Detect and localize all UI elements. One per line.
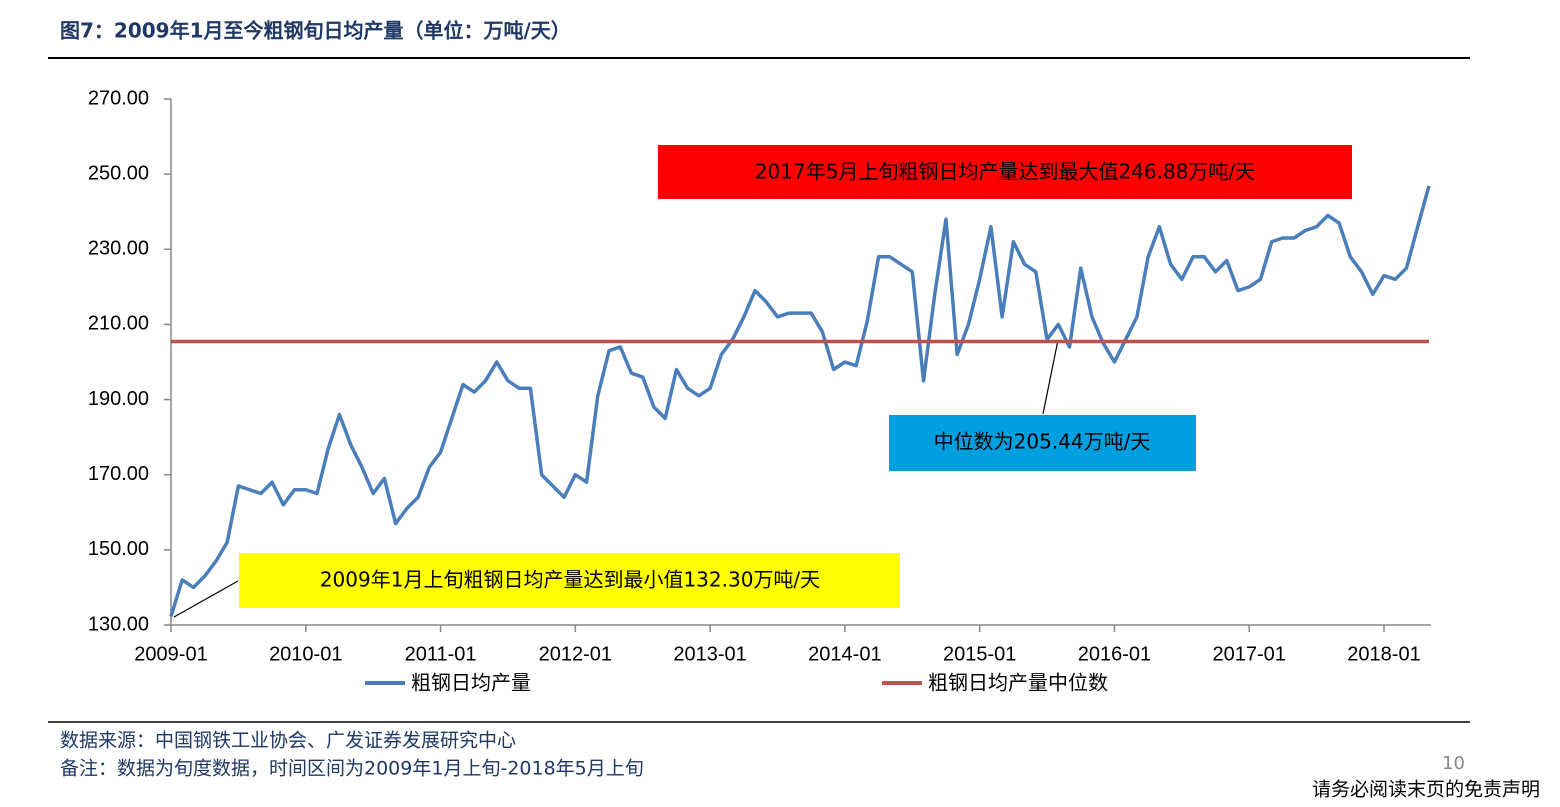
y-tick-label: 190.00 bbox=[88, 388, 149, 410]
x-tick-label: 2016-01 bbox=[1078, 643, 1151, 665]
annotation: 2017年5月上旬粗钢日均产量达到最大值246.88万吨/天 bbox=[755, 160, 1255, 184]
source: 数据来源：中国钢铁工业协会、广发证券发展研究中心 bbox=[60, 730, 516, 752]
leader bbox=[173, 580, 239, 618]
x-tick-label: 2013-01 bbox=[673, 643, 746, 665]
min-box bbox=[239, 553, 900, 608]
y-tick-label: 130.00 bbox=[88, 613, 149, 635]
leader bbox=[1042, 339, 1059, 415]
x-tick-label: 2011-01 bbox=[405, 643, 477, 665]
chart-title: 图7：2009年1月至今粗钢旬日均产量（单位：万吨/天） bbox=[60, 19, 571, 43]
x-tick-label: 2014-01 bbox=[808, 643, 881, 665]
x-tick-label: 2018-01 bbox=[1347, 643, 1420, 665]
y-tick-label: 250.00 bbox=[88, 162, 149, 184]
disclaimer: 请务必阅读末页的免责声明 bbox=[1312, 779, 1540, 801]
page-number: 10 bbox=[1442, 753, 1465, 774]
x-tick-label: 2010-01 bbox=[269, 643, 342, 665]
x-tick-label: 2017-01 bbox=[1213, 643, 1286, 665]
series-line bbox=[169, 185, 1431, 617]
median-box bbox=[889, 415, 1196, 471]
y-tick-label: 230.00 bbox=[88, 238, 149, 260]
note: 备注：数据为旬度数据，时间区间为2009年1月上旬-2018年5月上旬 bbox=[60, 758, 644, 780]
y-tick-label: 270.00 bbox=[88, 87, 149, 109]
x-tick-label: 2012-01 bbox=[539, 643, 612, 665]
y-tick-label: 170.00 bbox=[88, 463, 149, 485]
max-box bbox=[658, 145, 1352, 199]
legend-label: 粗钢日均产量 bbox=[411, 671, 531, 695]
annotation: 2009年1月上旬粗钢日均产量达到最小值132.30万吨/天 bbox=[320, 568, 820, 592]
y-tick-label: 150.00 bbox=[88, 538, 149, 560]
annotation: 中位数为205.44万吨/天 bbox=[934, 430, 1151, 454]
x-tick-label: 2015-01 bbox=[943, 643, 1016, 665]
x-tick-label: 2009-01 bbox=[134, 643, 207, 665]
legend-label: 粗钢日均产量中位数 bbox=[928, 671, 1108, 695]
y-tick-label: 210.00 bbox=[88, 313, 149, 335]
